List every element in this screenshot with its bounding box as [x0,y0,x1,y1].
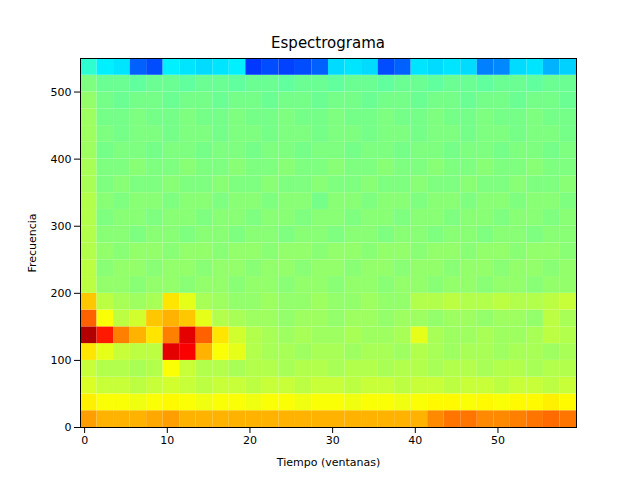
svg-text:Tiempo (ventanas): Tiempo (ventanas) [276,456,380,469]
svg-text:100: 100 [51,354,72,367]
svg-text:20: 20 [243,434,257,447]
svg-text:0: 0 [81,434,88,447]
svg-text:300: 300 [51,220,72,233]
svg-text:10: 10 [160,434,174,447]
html-text:Espectrograma: Espectrograma [271,34,385,52]
svg-text:30: 30 [326,434,340,447]
svg-text:50: 50 [491,434,505,447]
svg-text:400: 400 [51,153,72,166]
svg-text:Frecuencia: Frecuencia [26,213,39,272]
svg-text:200: 200 [51,287,72,300]
svg-text:40: 40 [408,434,422,447]
svg-text:500: 500 [51,86,72,99]
svg-text:0: 0 [65,421,72,434]
